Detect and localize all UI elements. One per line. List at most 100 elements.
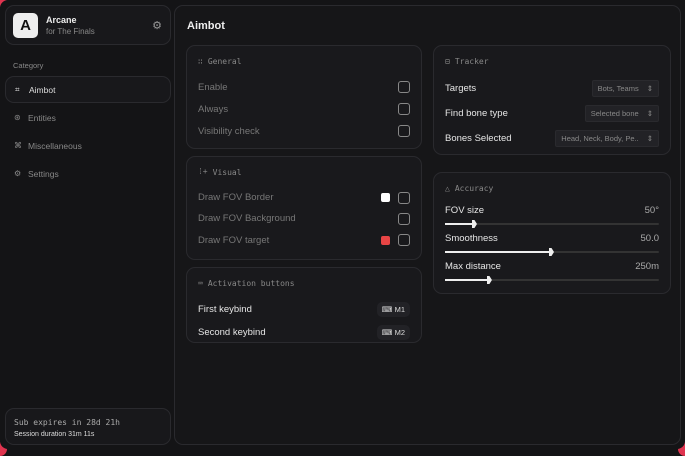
- slider-fill: [445, 279, 490, 281]
- checkbox[interactable]: [398, 212, 410, 225]
- entities-icon: ⊛: [14, 113, 21, 122]
- toggle-row-fov-target[interactable]: Draw FOV target: [198, 229, 410, 251]
- slider-label: Smoothness: [445, 232, 498, 244]
- toggle-row-visibility-check[interactable]: Visibility check: [198, 120, 410, 142]
- card-title: Activation buttons: [207, 278, 295, 288]
- keybind-button[interactable]: ⌨ M1: [376, 302, 410, 317]
- targets-select[interactable]: Bots, Teams ⇕: [591, 80, 659, 97]
- slider-0[interactable]: FOV size 50°: [445, 203, 659, 228]
- select-arrows-icon: ⇕: [646, 109, 653, 118]
- select-row-bone-type: Find bone type Selected bone ⇕: [445, 101, 659, 126]
- subscription-card: Sub expires in 28d 21h Session duration …: [5, 408, 171, 445]
- checkbox[interactable]: [398, 103, 410, 115]
- card-title: Accuracy: [454, 183, 494, 193]
- app-name: Arcane: [46, 14, 77, 25]
- sidebar-item-label: Aimbot: [29, 84, 56, 95]
- select-row-targets: Targets Bots, Teams ⇕: [445, 76, 659, 101]
- sidebar-item-miscellaneous[interactable]: ⌘ Miscellaneous: [5, 132, 171, 159]
- checkbox[interactable]: [398, 191, 410, 204]
- key-label: M1: [394, 305, 405, 314]
- color-swatch[interactable]: [381, 235, 390, 245]
- checkbox[interactable]: [398, 81, 410, 93]
- toggle-row-always[interactable]: Always: [198, 98, 410, 120]
- row-label: First keybind: [198, 304, 252, 315]
- logo: A: [13, 12, 38, 38]
- tracker-icon: ⊟: [445, 56, 450, 66]
- misc-icon: ⌘: [14, 141, 22, 150]
- row-label: Draw FOV Border: [198, 192, 274, 203]
- slider-track[interactable]: [445, 220, 659, 228]
- row-label: Targets: [445, 83, 477, 94]
- sidebar-item-label: Settings: [28, 168, 59, 179]
- slider-2[interactable]: Max distance 250m: [445, 259, 659, 284]
- toggle-row-fov-background[interactable]: Draw FOV Background: [198, 208, 410, 229]
- keybind-button[interactable]: ⌨ M2: [376, 325, 410, 340]
- general-card: ∷ General Enable Always Visibility check: [186, 45, 422, 149]
- session-duration: Session duration 31m 11s: [14, 431, 95, 438]
- gear-icon: ⚙: [14, 169, 22, 178]
- sidebar-item-aimbot[interactable]: ⌗ Aimbot: [5, 76, 171, 103]
- sidebar: A Arcane for The Finals ⚙ Category ⌗ Aimbo…: [5, 5, 171, 445]
- visual-icon: ⁞+: [198, 167, 208, 176]
- select-value: Selected bone: [590, 109, 639, 118]
- slider-value: 250m: [635, 260, 659, 272]
- keyboard-icon: ⌨: [198, 278, 203, 288]
- slider-track[interactable]: [445, 248, 659, 256]
- select-arrows-icon: ⇕: [646, 84, 653, 93]
- sub-expires: Sub expires in 28d 21h: [14, 418, 120, 427]
- visual-card: ⁞+ Visual Draw FOV Border Draw FOV Backgr…: [186, 156, 422, 260]
- slider-label: FOV size: [445, 204, 485, 216]
- slider-label: Max distance: [445, 260, 501, 272]
- select-value: Bots, Teams: [597, 84, 639, 93]
- checkbox[interactable]: [398, 234, 410, 246]
- page-title: Aimbot: [187, 20, 225, 32]
- slider-fill: [445, 251, 552, 253]
- bones-select[interactable]: Head, Neck, Body, Pe.. ⇕: [555, 130, 659, 147]
- activation-card: ⌨ Activation buttons First keybind ⌨ M1 Se…: [186, 267, 422, 343]
- tracker-card: ⊟ Tracker Targets Bots, Teams ⇕ Find bone t…: [433, 45, 671, 155]
- color-swatch[interactable]: [381, 193, 390, 202]
- select-value: Head, Neck, Body, Pe..: [561, 134, 639, 143]
- card-title: Tracker: [454, 56, 489, 66]
- row-label: Visibility check: [198, 125, 260, 137]
- grid-icon: ∷: [198, 56, 203, 66]
- sidebar-item-settings[interactable]: ⚙ Settings: [5, 160, 171, 187]
- slider-thumb[interactable]: [486, 276, 492, 284]
- sidebar-item-label: Miscellaneous: [28, 140, 82, 151]
- toggle-row-enable[interactable]: Enable: [198, 76, 410, 98]
- accuracy-card: △ Accuracy FOV size 50° Smoothness 50.0 Max d…: [433, 172, 671, 294]
- row-label: Draw FOV target: [198, 234, 270, 246]
- app-subtitle: for The Finals: [46, 26, 95, 36]
- row-label: Enable: [198, 81, 228, 93]
- checkbox[interactable]: [398, 125, 410, 137]
- select-arrows-icon: ⇕: [646, 134, 653, 143]
- row-label: Find bone type: [445, 108, 508, 119]
- keybind-row-first: First keybind ⌨ M1: [198, 298, 410, 321]
- brand-card: A Arcane for The Finals ⚙: [5, 5, 171, 45]
- select-row-bones: Bones Selected Head, Neck, Body, Pe.. ⇕: [445, 126, 659, 151]
- slider-thumb[interactable]: [549, 248, 554, 256]
- row-label: Draw FOV Background: [198, 213, 296, 224]
- category-label: Category: [13, 61, 44, 70]
- slider-fill: [445, 223, 475, 225]
- card-title: Visual: [212, 167, 242, 177]
- row-label: Second keybind: [198, 327, 266, 338]
- key-label: M2: [394, 328, 405, 337]
- slider-1[interactable]: Smoothness 50.0: [445, 231, 660, 256]
- slider-thumb[interactable]: [471, 220, 477, 228]
- row-label: Bones Selected: [445, 133, 512, 144]
- card-title: General: [207, 56, 242, 66]
- slider-value: 50.0: [640, 232, 660, 244]
- settings-gear-icon[interactable]: ⚙: [152, 20, 162, 32]
- bone-type-select[interactable]: Selected bone ⇕: [584, 105, 659, 122]
- slider-track[interactable]: [445, 276, 659, 284]
- crosshair-icon: ⌗: [15, 84, 20, 94]
- triangle-icon: △: [445, 183, 450, 193]
- sidebar-item-entities[interactable]: ⊛ Entities: [5, 104, 171, 131]
- sidebar-item-label: Entities: [28, 112, 56, 123]
- main-panel: Aimbot ∷ General Enable Always Visibility…: [174, 5, 681, 445]
- keybind-row-second: Second keybind ⌨ M2: [198, 321, 410, 344]
- toggle-row-fov-border[interactable]: Draw FOV Border: [198, 187, 410, 208]
- row-label: Always: [198, 103, 229, 115]
